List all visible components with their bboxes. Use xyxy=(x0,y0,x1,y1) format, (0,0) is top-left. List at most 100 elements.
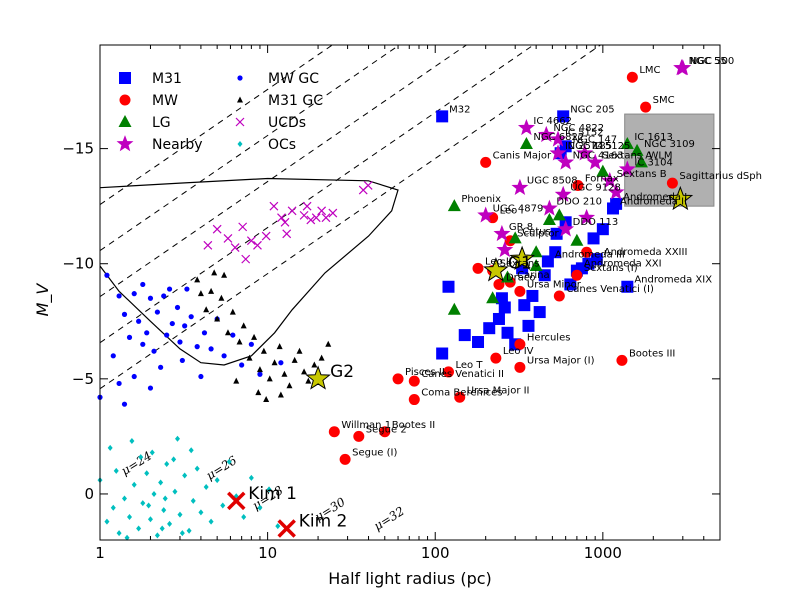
point-m31-17 xyxy=(501,326,514,339)
point-lg-14 xyxy=(529,259,543,272)
point-highlighted-0 xyxy=(305,365,331,390)
point-m31-gc-6 xyxy=(224,329,231,336)
point-m31-10 xyxy=(442,280,455,293)
point-m31-gc-5 xyxy=(218,294,225,301)
point-m31-gc-15 xyxy=(271,359,278,366)
label-mw-24: Segue 2 xyxy=(366,424,407,435)
point-nearby-9 xyxy=(618,160,636,177)
point-lg-7 xyxy=(529,245,543,258)
point-lg-5 xyxy=(447,199,461,212)
point-nearby-16 xyxy=(496,240,514,258)
point-ocs-25 xyxy=(214,477,220,484)
point-mw-4 xyxy=(572,179,584,191)
label-nearby-2: IC 4662 xyxy=(533,116,572,127)
label-nearby-9: IC 3104 xyxy=(634,157,673,168)
legend-item-mw-gc: MW GC xyxy=(237,71,319,87)
point-m31-gc-20 xyxy=(296,347,303,354)
point-m31-gc-4 xyxy=(214,315,221,322)
point-ucds-8 xyxy=(269,201,279,211)
point-ocs-24 xyxy=(208,518,214,525)
point-ocs-14 xyxy=(164,461,170,468)
legend-marker-2 xyxy=(119,94,131,106)
legend-label-1: MW GC xyxy=(268,71,319,87)
point-ocs-46 xyxy=(162,495,168,502)
point-m31-gc-21 xyxy=(301,368,308,375)
label-mw-22: Ursa Major II xyxy=(467,385,530,396)
point-m31-15 xyxy=(492,312,505,325)
point-nearby-3 xyxy=(549,130,567,147)
point-ocs-20 xyxy=(190,497,196,504)
point-m31-5 xyxy=(607,202,620,215)
point-mw-gc-23 xyxy=(239,362,245,368)
point-nearby-4 xyxy=(537,125,555,143)
label-lg-2: WLM xyxy=(648,150,672,161)
point-ucds-10 xyxy=(287,206,297,216)
label-nearby-4: NGC 4822 xyxy=(553,123,604,134)
point-mw-gc-22 xyxy=(230,332,236,338)
point-ucds-5 xyxy=(246,236,256,246)
point-ocs-34 xyxy=(138,454,144,461)
legend-item-lg: LG xyxy=(118,115,171,131)
label-nearby-15: DDO 210 xyxy=(556,196,602,207)
point-m31-gc-25 xyxy=(325,340,332,347)
point-mw-11 xyxy=(514,285,526,297)
label-m31-0: M32 xyxy=(449,104,470,115)
label-nearby-0: NGC 55 xyxy=(689,56,727,67)
point-nearby-13 xyxy=(554,185,572,202)
point-nearby-8 xyxy=(586,153,604,170)
point-mw-gc-35 xyxy=(147,385,154,391)
point-mw-22 xyxy=(454,391,466,403)
point-ocs-43 xyxy=(107,444,113,451)
point-m31-gc-30 xyxy=(233,377,240,384)
point-ucds-7 xyxy=(261,231,271,241)
point-mw-13 xyxy=(571,269,583,281)
point-m31-14 xyxy=(483,322,496,335)
point-mw-gc-19 xyxy=(208,346,214,352)
legend-item-nearby: Nearby xyxy=(116,135,203,153)
iso-line-30 xyxy=(100,45,535,344)
point-lg-11 xyxy=(447,302,461,315)
point-m31-22 xyxy=(538,269,551,282)
label-m31-1: NGC 205 xyxy=(570,104,614,115)
label-nearby-12: UGC 4879 xyxy=(493,203,544,214)
y-axis-label: M_V xyxy=(33,283,53,317)
point-mw-gc-18 xyxy=(201,330,208,336)
label-lg-3: NGC 6822 xyxy=(533,132,584,143)
legend-item-ucds: UCDs xyxy=(235,115,306,131)
point-m31-20 xyxy=(526,289,539,302)
label-nearby-6: IC 5125 xyxy=(592,141,631,152)
label-highlighted-5: Kim 1 xyxy=(248,484,297,504)
point-mw-gc-36 xyxy=(198,373,204,380)
label-m31-7: Andromeda XIX xyxy=(634,275,712,286)
point-mw-0 xyxy=(626,71,638,83)
point-ocs-44 xyxy=(129,438,135,444)
point-m31-gc-29 xyxy=(211,269,218,276)
point-mw-gc-8 xyxy=(147,295,154,301)
label-mw-10: Carina xyxy=(517,270,549,281)
point-mw-gc-30 xyxy=(116,380,122,387)
point-m31-7 xyxy=(621,280,634,293)
point-ucds-3 xyxy=(230,243,240,253)
point-mw-14 xyxy=(490,352,502,364)
point-mw-7 xyxy=(472,262,484,274)
label-mw-13: Sextans (I) xyxy=(584,263,638,274)
legend-marker-6 xyxy=(116,135,134,152)
axes: 1 10 100 1000 −15 −10 −5 0 xyxy=(62,44,721,562)
point-ocs-1 xyxy=(110,504,116,511)
point-ocs-3 xyxy=(121,495,127,502)
legend-item-m31: M31 xyxy=(119,71,182,87)
point-m31-gc-16 xyxy=(276,343,283,350)
label-m31-5: Andromeda II xyxy=(620,196,687,207)
point-lg-9 xyxy=(552,208,566,221)
x-axis-label: Half light radius (pc) xyxy=(328,569,492,588)
label-nearby-14: GR 8 xyxy=(509,222,533,233)
point-mw-gc-32 xyxy=(158,364,164,370)
point-ocs-10 xyxy=(151,490,157,497)
point-ocs-30 xyxy=(248,474,254,481)
legend-item-m31-gc: M31 GC xyxy=(237,93,323,109)
point-highlighted-2 xyxy=(509,245,535,270)
point-mw-3 xyxy=(480,156,492,168)
point-m31-gc-31 xyxy=(277,391,284,398)
point-m31-gc-28 xyxy=(221,271,228,278)
point-ucds-0 xyxy=(203,240,213,250)
